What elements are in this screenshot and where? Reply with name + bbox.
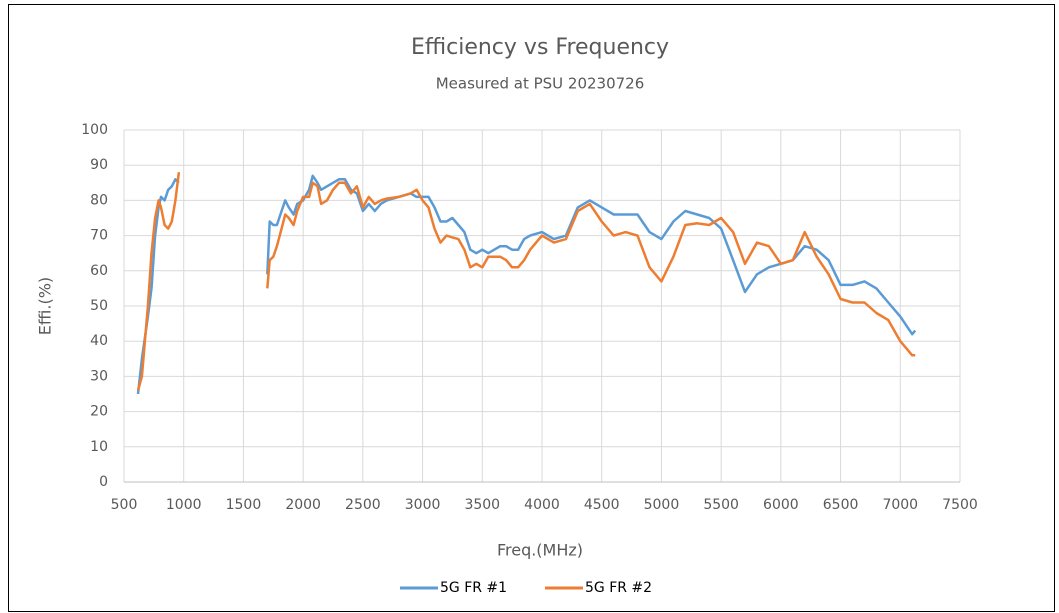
x-tick-label: 2000 <box>285 497 321 513</box>
y-tick-label: 40 <box>90 333 108 349</box>
x-tick-label: 500 <box>111 497 138 513</box>
y-tick-label: 60 <box>90 263 108 279</box>
x-tick-label: 7000 <box>882 497 918 513</box>
x-tick-label: 4500 <box>584 497 620 513</box>
x-tick-label: 7500 <box>942 497 978 513</box>
x-tick-label: 5500 <box>703 497 739 513</box>
chart-frame <box>8 4 1055 612</box>
y-tick-label: 30 <box>90 368 108 384</box>
x-tick-label: 6000 <box>763 497 799 513</box>
y-tick-label: 20 <box>90 404 108 420</box>
legend-label: 5G FR #1 <box>440 580 507 596</box>
y-tick-label: 80 <box>90 192 108 208</box>
x-tick-label: 1500 <box>226 497 262 513</box>
series-line <box>136 172 916 391</box>
chart-title: Efficiency vs Frequency <box>411 35 669 60</box>
chart-subtitle: Measured at PSU 20230726 <box>436 75 645 93</box>
x-axis-label: Freq.(MHz) <box>497 541 583 560</box>
x-tick-label: 3500 <box>464 497 500 513</box>
y-tick-label: 10 <box>90 439 108 455</box>
y-tick-label: 100 <box>81 122 108 138</box>
y-axis-label: Effi.(%) <box>36 277 55 335</box>
x-tick-label: 1000 <box>166 497 202 513</box>
legend-label: 5G FR #2 <box>585 580 652 596</box>
x-tick-label: 5000 <box>644 497 680 513</box>
x-tick-label: 2500 <box>345 497 381 513</box>
x-tick-label: 3000 <box>405 497 441 513</box>
y-tick-label: 0 <box>99 474 108 490</box>
y-tick-label: 50 <box>90 298 108 314</box>
x-tick-label: 4000 <box>524 497 560 513</box>
y-tick-label: 70 <box>90 228 108 244</box>
y-tick-label: 90 <box>90 157 108 173</box>
x-tick-label: 6500 <box>823 497 859 513</box>
